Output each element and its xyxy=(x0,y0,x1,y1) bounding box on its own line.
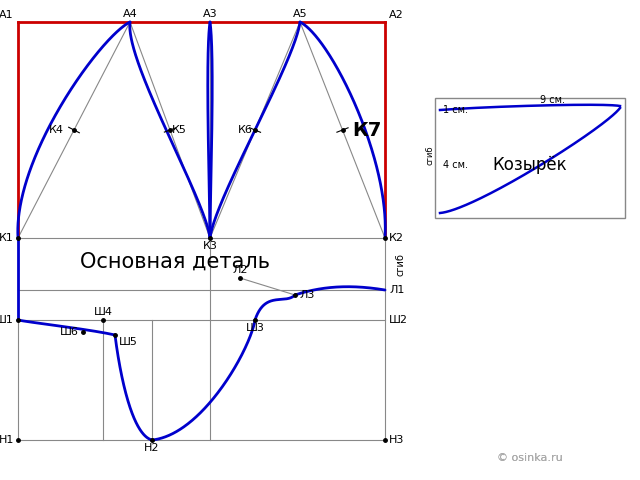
Text: Л1: Л1 xyxy=(389,285,404,295)
Text: Л3: Л3 xyxy=(299,290,314,300)
Text: 1 см.: 1 см. xyxy=(443,105,468,115)
Text: Ш2: Ш2 xyxy=(389,315,408,325)
Text: 4 см.: 4 см. xyxy=(443,160,468,170)
Text: Ш4: Ш4 xyxy=(93,307,113,317)
Text: Н3: Н3 xyxy=(389,435,404,445)
Text: К6: К6 xyxy=(238,125,253,135)
Text: А3: А3 xyxy=(203,9,218,19)
Text: К5: К5 xyxy=(172,125,187,135)
Text: 9 см.: 9 см. xyxy=(540,95,565,105)
Text: © osinka.ru: © osinka.ru xyxy=(497,453,563,463)
Text: А2: А2 xyxy=(389,10,404,20)
Text: А4: А4 xyxy=(123,9,138,19)
Text: © osinka.ru: © osinka.ru xyxy=(497,453,563,463)
Text: сгиб: сгиб xyxy=(395,252,405,276)
Text: Ш5: Ш5 xyxy=(119,337,138,347)
Text: К1: К1 xyxy=(0,233,14,243)
Text: Ш3: Ш3 xyxy=(246,323,264,333)
Text: Ш1: Ш1 xyxy=(0,315,14,325)
Text: К3: К3 xyxy=(203,241,218,251)
Text: А5: А5 xyxy=(292,9,307,19)
Text: А1: А1 xyxy=(0,10,14,20)
Text: сгиб: сгиб xyxy=(426,145,435,165)
Text: К2: К2 xyxy=(389,233,404,243)
Bar xyxy=(435,98,625,218)
Text: К4: К4 xyxy=(49,125,64,135)
Text: Н1: Н1 xyxy=(0,435,14,445)
Text: Основная деталь: Основная деталь xyxy=(80,252,270,272)
Text: Н2: Н2 xyxy=(144,443,160,453)
Text: Козырёк: Козырёк xyxy=(493,156,567,174)
Text: К7: К7 xyxy=(353,120,382,140)
Text: Л2: Л2 xyxy=(232,265,248,275)
Text: Ш6: Ш6 xyxy=(60,327,79,337)
